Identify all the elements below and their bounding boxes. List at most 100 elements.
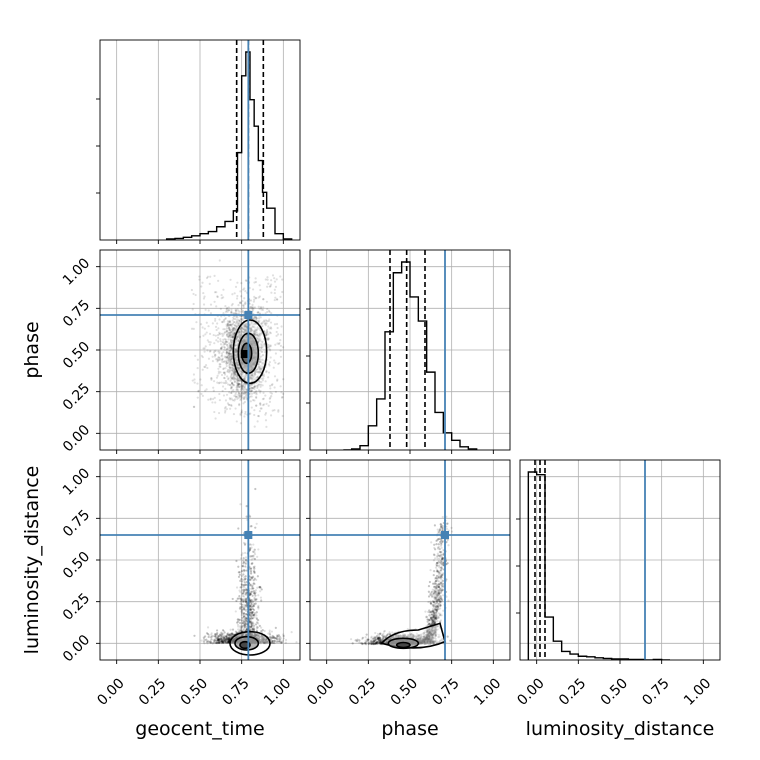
sample-point xyxy=(221,332,224,335)
sample-point xyxy=(235,339,238,342)
sample-point xyxy=(218,381,221,384)
sample-point xyxy=(230,366,234,369)
sample-point xyxy=(236,362,239,366)
sample-point xyxy=(252,554,255,557)
sample-point xyxy=(245,323,248,326)
sample-point xyxy=(228,357,231,360)
sample-point xyxy=(245,322,248,325)
sample-point xyxy=(249,569,253,573)
sample-point xyxy=(235,325,238,328)
sample-point xyxy=(237,368,240,371)
sample-point xyxy=(230,343,233,346)
sample-point xyxy=(267,333,270,336)
sample-point xyxy=(255,617,258,620)
sample-point xyxy=(250,387,253,390)
sample-point xyxy=(242,557,245,560)
sample-point xyxy=(222,343,225,346)
sample-point xyxy=(240,603,243,606)
sample-point xyxy=(231,327,234,330)
hist-panel-geocent_time xyxy=(96,39,301,244)
sample-point xyxy=(243,324,247,327)
sample-point xyxy=(253,385,256,389)
sample-point xyxy=(258,295,261,298)
sample-point xyxy=(238,383,241,386)
sample-point xyxy=(205,331,208,334)
sample-point xyxy=(225,356,228,359)
sample-point xyxy=(237,333,240,336)
sample-point xyxy=(212,389,215,392)
sample-point xyxy=(273,288,276,291)
sample-point xyxy=(224,399,228,402)
hist-panel-phase-plot-area xyxy=(310,250,510,450)
sample-point xyxy=(266,310,269,314)
sample-point xyxy=(255,391,258,394)
sample-point xyxy=(228,351,231,354)
sample-point xyxy=(224,356,227,359)
sample-point xyxy=(253,370,257,373)
sample-point xyxy=(205,321,208,324)
sample-point xyxy=(208,343,212,346)
sample-point xyxy=(230,336,233,339)
sample-point xyxy=(239,329,242,332)
sample-point xyxy=(235,351,238,354)
sample-point xyxy=(274,361,277,364)
sample-point xyxy=(218,333,221,336)
sample-point xyxy=(217,358,220,362)
sample-point xyxy=(256,367,259,370)
sample-point xyxy=(237,363,240,367)
sample-point xyxy=(255,390,258,393)
sample-point xyxy=(224,317,227,320)
sample-point xyxy=(273,291,276,295)
sample-point xyxy=(229,375,232,378)
sample-point xyxy=(243,400,247,404)
sample-point xyxy=(255,337,259,340)
sample-point xyxy=(230,304,233,307)
sample-point xyxy=(243,387,246,390)
sample-point xyxy=(271,383,274,386)
sample-point xyxy=(258,359,261,362)
sample-point xyxy=(262,404,265,407)
sample-point xyxy=(256,586,259,589)
sample-point xyxy=(220,352,224,355)
sample-point xyxy=(254,333,257,336)
sample-point xyxy=(249,376,252,379)
sample-point xyxy=(229,628,232,631)
sample-point xyxy=(223,337,226,341)
sample-point xyxy=(235,353,238,356)
sample-point xyxy=(232,639,235,642)
sample-point xyxy=(256,334,259,337)
sample-point xyxy=(253,330,257,333)
sample-point xyxy=(230,373,233,376)
sample-point xyxy=(240,307,243,310)
sample-point xyxy=(263,320,266,323)
sample-point xyxy=(279,339,282,342)
sample-point xyxy=(234,329,237,332)
sample-point xyxy=(236,367,240,370)
sample-point xyxy=(256,338,259,341)
sample-point xyxy=(237,527,240,530)
sample-point xyxy=(250,558,253,561)
sample-point xyxy=(231,319,234,322)
sample-point xyxy=(229,344,233,347)
sample-point xyxy=(249,395,252,398)
sample-point xyxy=(205,276,209,280)
sample-point xyxy=(235,559,238,563)
sample-point xyxy=(231,302,234,306)
sample-point xyxy=(249,328,252,331)
sample-point xyxy=(222,371,225,374)
sample-point xyxy=(251,303,254,306)
sample-point xyxy=(210,377,213,380)
sample-point xyxy=(235,373,238,376)
sample-point xyxy=(259,596,263,599)
sample-point xyxy=(256,375,260,378)
sample-point xyxy=(229,352,232,356)
sample-point xyxy=(259,385,262,388)
sample-point xyxy=(260,355,263,358)
sample-point xyxy=(230,330,233,334)
sample-point xyxy=(214,417,217,420)
sample-point xyxy=(241,318,244,322)
sample-point xyxy=(231,367,234,370)
sample-point xyxy=(232,375,236,378)
sample-point xyxy=(244,391,248,394)
sample-point xyxy=(252,308,255,311)
